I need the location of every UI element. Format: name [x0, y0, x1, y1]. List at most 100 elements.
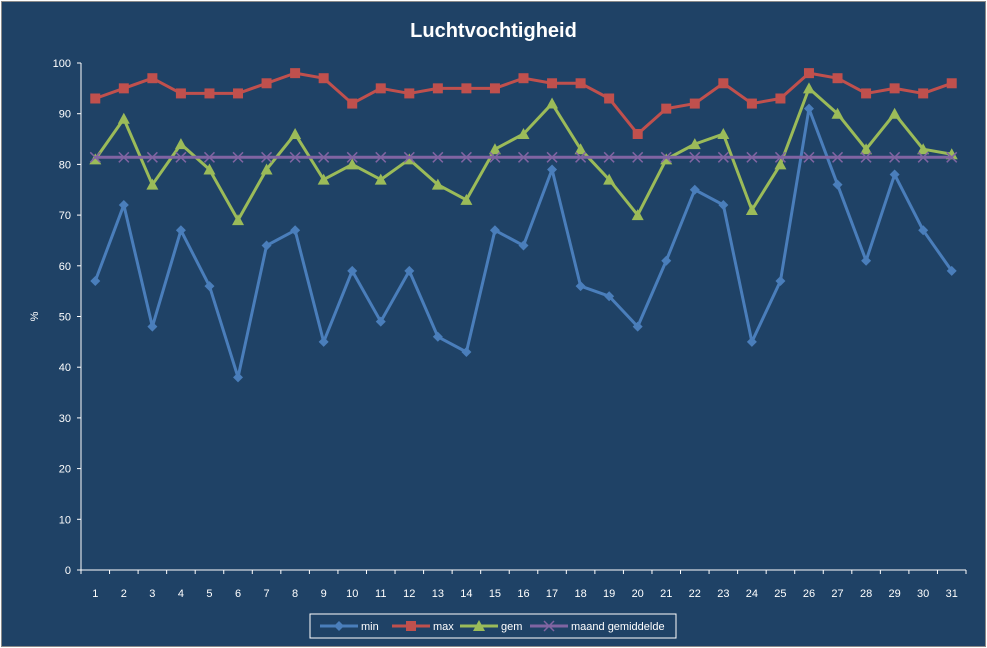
data-point-x — [146, 151, 158, 163]
data-point-diamond — [861, 255, 872, 266]
x-marker-stroke — [717, 151, 729, 163]
x-tick-label: 11 — [375, 588, 386, 600]
data-point-diamond — [661, 255, 672, 266]
data-point-square — [175, 88, 186, 99]
data-point-x — [543, 620, 555, 632]
data-point-x — [917, 151, 929, 163]
data-point-triangle — [203, 163, 216, 175]
data-point-diamond — [604, 291, 615, 302]
x-marker-stroke — [746, 151, 758, 163]
legend-label: gem — [501, 621, 522, 633]
data-point-diamond — [432, 331, 443, 342]
x-marker-stroke — [432, 151, 444, 163]
data-point-diamond — [889, 169, 900, 180]
data-point-diamond — [147, 321, 158, 332]
x-tick-label: 23 — [717, 588, 729, 600]
y-tick-label: 20 — [59, 464, 71, 476]
chart-title: Luchtvochtigheid — [410, 20, 577, 42]
data-point-triangle — [89, 153, 102, 165]
x-tick-label: 28 — [860, 588, 872, 600]
data-point-triangle — [232, 214, 245, 226]
legend-entry: maand gemiddelde — [530, 620, 665, 633]
data-point-diamond — [204, 281, 215, 292]
x-marker-stroke — [318, 151, 330, 163]
x-tick-label: 22 — [689, 588, 701, 600]
data-point-x — [803, 151, 815, 163]
data-point-triangle — [774, 158, 787, 170]
data-point-diamond — [547, 164, 558, 175]
x-marker-stroke — [89, 151, 101, 163]
y-tick-label: 100 — [53, 58, 71, 70]
data-point-diamond — [404, 265, 415, 276]
x-tick-label: 10 — [346, 588, 358, 600]
data-point-square — [375, 83, 386, 94]
x-tick-label: 13 — [432, 588, 444, 600]
data-point-diamond — [290, 225, 301, 236]
data-point-x — [232, 151, 244, 163]
data-point-square — [604, 93, 615, 104]
data-point-diamond — [746, 336, 757, 347]
data-point-square — [632, 128, 643, 139]
y-tick-label: 40 — [59, 362, 71, 374]
data-point-triangle — [117, 112, 130, 124]
data-point-diamond — [918, 225, 929, 236]
x-tick-label: 26 — [803, 588, 815, 600]
x-tick-label: 2 — [121, 588, 127, 600]
data-point-square — [461, 83, 472, 94]
x-tick-label: 12 — [403, 588, 415, 600]
legend-label: max — [433, 621, 454, 633]
data-point-x — [889, 151, 901, 163]
y-axis-title: % — [29, 311, 41, 321]
y-tick-label: 50 — [59, 312, 71, 324]
data-point-square — [90, 93, 101, 104]
data-point-triangle — [603, 173, 616, 185]
data-point-diamond — [118, 199, 129, 210]
y-tick-label: 0 — [65, 565, 71, 577]
data-point-diamond — [375, 316, 386, 327]
x-tick-label: 6 — [235, 588, 241, 600]
x-marker-stroke — [917, 151, 929, 163]
data-point-square — [575, 78, 586, 89]
data-point-diamond — [334, 621, 344, 631]
x-tick-label: 24 — [746, 588, 758, 600]
data-point-x — [118, 151, 130, 163]
data-point-diamond — [90, 276, 101, 287]
x-tick-label: 27 — [831, 588, 843, 600]
data-point-triangle — [517, 127, 530, 139]
data-point-square — [689, 98, 700, 109]
data-point-triangle — [917, 143, 930, 155]
x-tick-label: 19 — [603, 588, 615, 600]
x-marker-stroke — [603, 151, 615, 163]
data-point-triangle — [174, 138, 187, 150]
y-tick-label: 70 — [59, 210, 71, 222]
data-point-square — [946, 78, 957, 89]
data-point-square — [889, 83, 900, 94]
data-point-diamond — [832, 179, 843, 190]
data-point-triangle — [660, 153, 673, 165]
data-point-square — [489, 83, 500, 94]
y-tick-label: 10 — [59, 514, 71, 526]
data-point-triangle — [802, 82, 815, 94]
data-point-square — [746, 98, 757, 109]
data-point-diamond — [261, 240, 272, 251]
data-point-square — [861, 88, 872, 99]
data-point-triangle — [374, 173, 387, 185]
x-tick-label: 1 — [92, 588, 98, 600]
x-tick-label: 31 — [946, 588, 958, 600]
x-tick-label: 4 — [178, 588, 184, 600]
legend-label: min — [361, 621, 379, 633]
x-marker-stroke — [774, 151, 786, 163]
x-marker-stroke — [346, 151, 358, 163]
y-tick-label: 90 — [59, 109, 71, 121]
data-point-x — [860, 151, 872, 163]
x-marker-stroke — [460, 151, 472, 163]
data-point-triangle — [631, 209, 644, 221]
y-tick-label: 30 — [59, 413, 71, 425]
x-marker-stroke — [660, 151, 672, 163]
x-tick-label: 15 — [489, 588, 501, 600]
y-tick-label: 80 — [59, 159, 71, 171]
data-point-square — [233, 88, 244, 99]
data-point-diamond — [575, 281, 586, 292]
x-marker-stroke — [632, 151, 644, 163]
